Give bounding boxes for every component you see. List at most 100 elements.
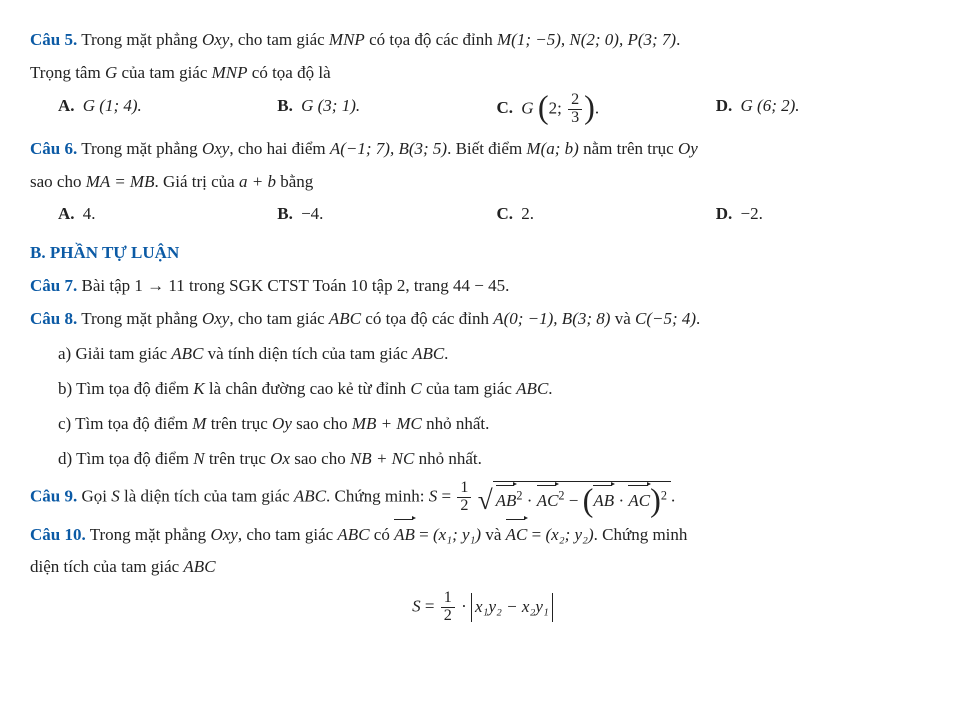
q8d-t1: Tìm tọa độ điểm <box>76 449 193 468</box>
q9-lp: ( <box>583 482 594 518</box>
q10-v2: (x₂; y₂) <box>545 525 593 544</box>
q8c-t3: sao cho <box>292 414 352 433</box>
q9-dot2: · <box>614 491 628 510</box>
q9-vec-ab1: AB <box>496 485 517 516</box>
q10-vec-ab: AB <box>394 519 415 550</box>
q5-mnp: MNP <box>329 30 365 49</box>
q8-pts: A(0; −1), B(3; 8) <box>493 309 610 328</box>
q9-period: . <box>671 486 675 505</box>
q8b-t2: là chân đường cao kẻ từ đỉnh <box>205 379 411 398</box>
q5-b-val: G (3; 1). <box>301 96 360 115</box>
q6-choice-c: C. 2. <box>497 200 716 229</box>
q5-line1: Câu 5. Trong mặt phẳng Oxy, cho tam giác… <box>30 26 935 55</box>
q9-vec-ac2: AC <box>628 485 650 516</box>
q5-l2b: của tam giác <box>117 63 211 82</box>
q5-b-lbl: B. <box>277 96 293 115</box>
q8-line1: Câu 8. Trong mặt phẳng Oxy, cho tam giác… <box>30 305 935 334</box>
q5-t3: có tọa độ các đỉnh <box>365 30 497 49</box>
q6-m: M(a; b) <box>526 139 578 158</box>
q10-eq-eq: = <box>421 597 439 616</box>
q5-d-val: G (6; 2). <box>741 96 800 115</box>
q5-choice-c: C. G (2; 23). <box>497 92 716 127</box>
q6-a-val: 4. <box>83 204 96 223</box>
q8-oxy: Oxy <box>202 309 229 328</box>
q8d-ox: Ox <box>270 449 290 468</box>
q6-eq: MA = MB <box>86 172 155 191</box>
q10-v1: (x₁; y₁) <box>433 525 481 544</box>
q10-eq-dot: · <box>457 597 471 616</box>
q5-c-rparen: ) <box>584 89 595 125</box>
q6-l2c: bằng <box>276 172 313 191</box>
q8b-t3: của tam giác <box>422 379 516 398</box>
q9-t3: . Chứng minh: <box>326 486 429 505</box>
q8-t2: , cho tam giác <box>229 309 329 328</box>
q10-abc: ABC <box>337 525 369 544</box>
q6-oxy: Oxy <box>202 139 229 158</box>
q5-t2: , cho tam giác <box>229 30 329 49</box>
q10-line2: diện tích của tam giác ABC <box>30 553 935 582</box>
q5-choices: A. G (1; 4). B. G (3; 1). C. G (2; 23). … <box>58 92 935 127</box>
q5-label: Câu 5. <box>30 30 77 49</box>
q6-t4: nằm trên trục <box>579 139 678 158</box>
q10-t2: , cho tam giác <box>238 525 338 544</box>
q7: Câu 7. Bài tập 1 → 11 trong SGK CTST Toá… <box>30 272 935 301</box>
q9-rp: ) <box>650 482 661 518</box>
q8a-lbl: a) <box>58 344 71 363</box>
q9-abc: ABC <box>294 486 326 505</box>
q8d-t2: trên trục <box>205 449 271 468</box>
q8b-t4: . <box>548 379 552 398</box>
q8b-t1: Tìm tọa độ điểm <box>76 379 193 398</box>
q8-label: Câu 8. <box>30 309 77 328</box>
q8c-oy: Oy <box>272 414 292 433</box>
q8d-t4: nhỏ nhất. <box>414 449 482 468</box>
q8d-lbl: d) <box>58 449 72 468</box>
q5-c-num: 2 <box>568 92 582 110</box>
q8c-t4: nhỏ nhất. <box>422 414 490 433</box>
q10-t1: Trong mặt phẳng <box>90 525 211 544</box>
q5-choice-a: A. G (1; 4). <box>58 92 277 127</box>
q6-oy: Oy <box>678 139 698 158</box>
q6-choice-b: B. −4. <box>277 200 496 229</box>
q6-t3: . Biết điểm <box>447 139 526 158</box>
section-b-heading: B. PHẦN TỰ LUẬN <box>30 239 935 268</box>
q6-choice-d: D. −2. <box>716 200 935 229</box>
q10-t4: . Chứng minh <box>594 525 688 544</box>
q5-c-den: 3 <box>568 110 582 127</box>
q6-b-lbl: B. <box>277 204 293 223</box>
q8d-t3: sao cho <box>290 449 350 468</box>
q10-eq-half: 12 <box>441 590 455 625</box>
q9-sq3: 2 <box>661 488 667 502</box>
q8b-abc: ABC <box>516 379 548 398</box>
q10-equation: S = 12 · x₁y₂ − x₂y₁ <box>30 590 935 625</box>
q5-c-pre: G <box>521 98 538 117</box>
q10-and: và <box>481 525 506 544</box>
q10-l2: diện tích của tam giác <box>30 557 183 576</box>
q9-dot1: · <box>523 491 537 510</box>
q8d-n: N <box>193 449 204 468</box>
q8a-t2: và tính diện tích của tam giác <box>203 344 412 363</box>
q8b-c: C <box>410 379 421 398</box>
q9-s: S <box>111 486 120 505</box>
q5-mnp2: MNP <box>212 63 248 82</box>
q6-l2b: . Giá trị của <box>154 172 239 191</box>
q9-sqrt: √ AB2 · AC2 − (AB · AC)2 <box>478 480 671 515</box>
q10-t3: có <box>370 525 395 544</box>
q6-c-val: 2. <box>521 204 534 223</box>
q8b-k: K <box>193 379 204 398</box>
q9: Câu 9. Gọi S là diện tích của tam giác A… <box>30 480 935 515</box>
q8c-lbl: c) <box>58 414 71 433</box>
q8c-expr: MB + MC <box>352 414 422 433</box>
q5-l2c: có tọa độ là <box>248 63 331 82</box>
q9-t2: là diện tích của tam giác <box>120 486 294 505</box>
q10-eq2: = <box>527 525 545 544</box>
q5-oxy: Oxy <box>202 30 229 49</box>
q9-eq: = <box>437 486 455 505</box>
q5-d-lbl: D. <box>716 96 733 115</box>
q6-line1: Câu 6. Trong mặt phẳng Oxy, cho hai điểm… <box>30 135 935 164</box>
q8-and: và <box>610 309 635 328</box>
q8b: b) Tìm tọa độ điểm K là chân đường cao k… <box>58 375 935 404</box>
q5-c-lbl: C. <box>497 98 514 117</box>
q10-eq-s: S <box>412 597 421 616</box>
q5-a-lbl: A. <box>58 96 75 115</box>
q6-label: Câu 6. <box>30 139 77 158</box>
